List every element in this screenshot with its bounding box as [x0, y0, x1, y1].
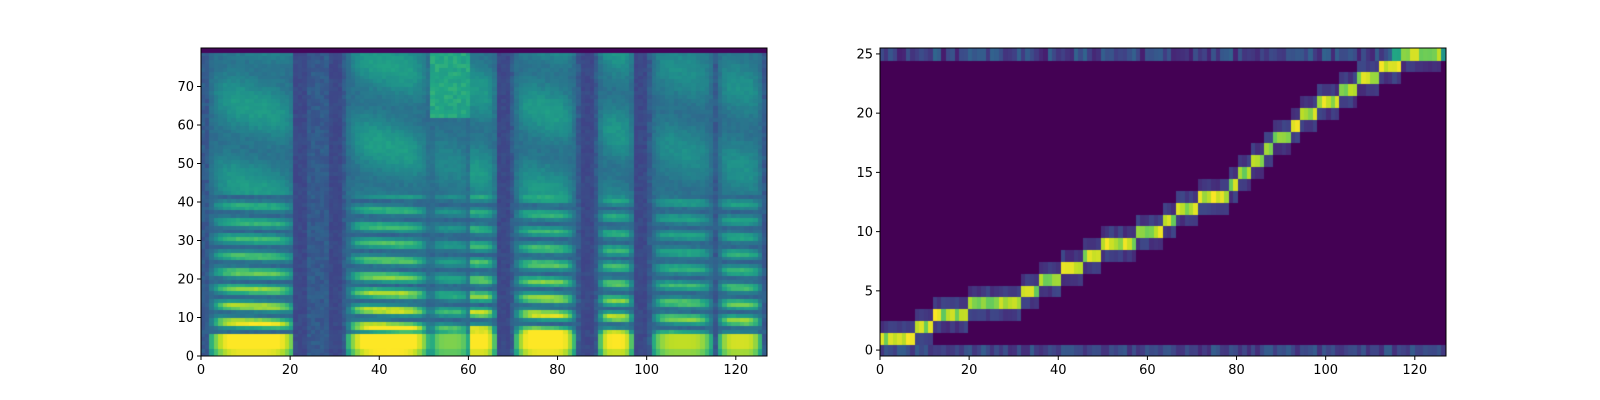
- y-tick-label: 40: [177, 196, 194, 211]
- x-tick-label: 0: [197, 363, 205, 378]
- y-tick-label: 60: [177, 119, 194, 134]
- spectrogram-heatmap: [201, 48, 767, 356]
- x-tick-label: 40: [371, 363, 388, 378]
- y-tick-label: 20: [856, 107, 873, 122]
- x-tick-label: 100: [634, 363, 659, 378]
- x-tick-label: 40: [1050, 363, 1067, 378]
- alignment-heatmap: [880, 48, 1446, 356]
- y-tick-label: 15: [856, 166, 873, 181]
- y-tick-label: 50: [177, 157, 194, 172]
- x-tick-label: 60: [460, 363, 477, 378]
- x-tick-label: 60: [1139, 363, 1156, 378]
- y-tick-label: 30: [177, 234, 194, 249]
- y-tick-label: 25: [856, 47, 873, 62]
- alignment-x-axis: 0 20 40 60 80 100 120: [876, 356, 1427, 378]
- y-tick-label: 0: [865, 344, 873, 359]
- alignment-y-axis: 0 5 10 15 20 25: [856, 47, 880, 359]
- y-tick-label: 10: [177, 311, 194, 326]
- x-tick-label: 100: [1313, 363, 1338, 378]
- x-tick-label: 80: [1228, 363, 1245, 378]
- x-tick-label: 20: [282, 363, 299, 378]
- x-tick-label: 20: [961, 363, 978, 378]
- x-tick-label: 80: [549, 363, 566, 378]
- x-tick-label: 120: [723, 363, 748, 378]
- y-tick-label: 0: [186, 350, 194, 365]
- spectrogram-panel: 0 20 40 60 80 100 120 0 10 20 30 40 50 60 70: [177, 47, 768, 378]
- alignment-axes-frame: [879, 47, 1447, 357]
- y-tick-label: 5: [865, 284, 873, 299]
- y-tick-label: 20: [177, 273, 194, 288]
- spectrogram-x-axis: 0 20 40 60 80 100 120: [197, 356, 748, 378]
- y-tick-label: 70: [177, 80, 194, 95]
- alignment-panel: 0 20 40 60 80 100 120 0 5 10 15 20 25: [856, 47, 1447, 378]
- x-tick-label: 0: [876, 363, 884, 378]
- spectrogram-y-axis: 0 10 20 30 40 50 60 70: [177, 80, 201, 365]
- y-tick-label: 10: [856, 225, 873, 240]
- x-tick-label: 120: [1402, 363, 1427, 378]
